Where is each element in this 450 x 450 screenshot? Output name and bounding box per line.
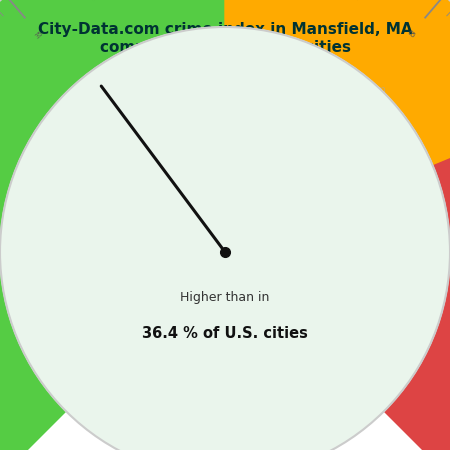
Text: 60: 60	[350, 0, 360, 2]
Text: 100: 100	[420, 447, 434, 450]
Text: 40: 40	[90, 0, 100, 2]
Wedge shape	[0, 0, 225, 450]
Text: compared to other U.S. cities: compared to other U.S. cities	[99, 40, 351, 55]
Text: 35: 35	[34, 30, 45, 40]
Text: City-Data.com: City-Data.com	[316, 85, 386, 95]
Circle shape	[0, 27, 450, 450]
Text: 36.4 % of U.S. cities: 36.4 % of U.S. cities	[142, 325, 308, 341]
Text: Higher than in: Higher than in	[180, 291, 270, 303]
Text: City-Data.com crime index in Mansfield, MA: City-Data.com crime index in Mansfield, …	[38, 22, 412, 37]
Text: 65: 65	[405, 30, 416, 40]
Wedge shape	[384, 123, 450, 450]
Wedge shape	[225, 0, 450, 166]
